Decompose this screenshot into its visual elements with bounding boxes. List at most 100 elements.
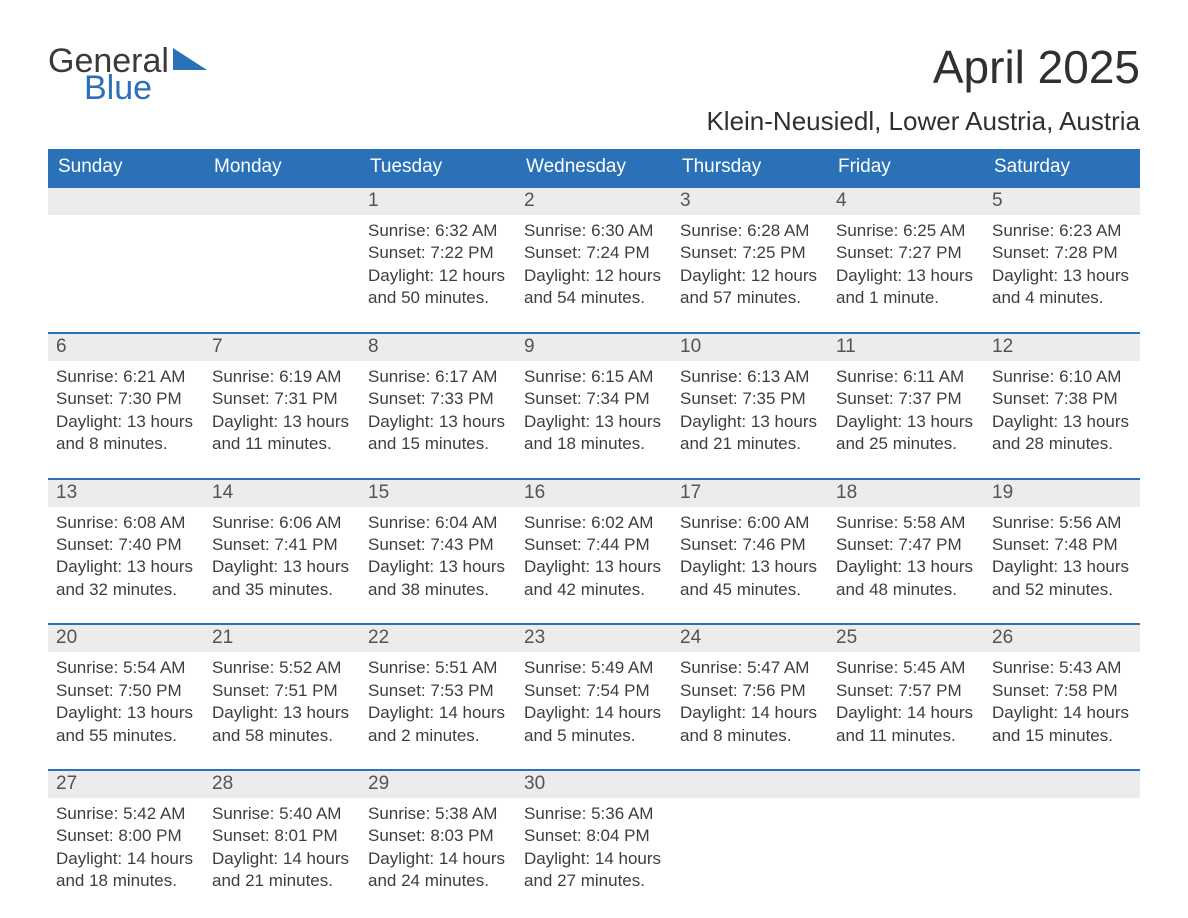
- sunrise-line: Sunrise: 6:17 AM: [368, 366, 508, 388]
- day-cell: Sunrise: 6:11 AMSunset: 7:37 PMDaylight:…: [828, 361, 984, 478]
- sunrise-line: Sunrise: 5:38 AM: [368, 803, 508, 825]
- daylight-line: Daylight: 13 hours and 38 minutes.: [368, 556, 508, 601]
- day-number: 27: [48, 769, 204, 798]
- daylight-line: Daylight: 13 hours and 11 minutes.: [212, 411, 352, 456]
- day-number: 15: [360, 478, 516, 507]
- day-number: .: [48, 186, 204, 215]
- sunset-line: Sunset: 7:44 PM: [524, 534, 664, 556]
- week-bodies: Sunrise: 5:54 AMSunset: 7:50 PMDaylight:…: [48, 652, 1140, 769]
- day-cell: Sunrise: 5:38 AMSunset: 8:03 PMDaylight:…: [360, 798, 516, 901]
- sunset-line: Sunset: 7:30 PM: [56, 388, 196, 410]
- sunrise-line: Sunrise: 6:10 AM: [992, 366, 1132, 388]
- sunrise-line: Sunrise: 5:43 AM: [992, 657, 1132, 679]
- day-cell: Sunrise: 6:23 AMSunset: 7:28 PMDaylight:…: [984, 215, 1140, 332]
- day-of-week-header: SundayMondayTuesdayWednesdayThursdayFrid…: [48, 149, 1140, 186]
- sunrise-line: Sunrise: 6:02 AM: [524, 512, 664, 534]
- sunset-line: Sunset: 7:41 PM: [212, 534, 352, 556]
- sunrise-line: Sunrise: 5:49 AM: [524, 657, 664, 679]
- daylight-line: Daylight: 13 hours and 42 minutes.: [524, 556, 664, 601]
- day-number: 28: [204, 769, 360, 798]
- day-cell: Sunrise: 6:00 AMSunset: 7:46 PMDaylight:…: [672, 507, 828, 624]
- sunset-line: Sunset: 7:33 PM: [368, 388, 508, 410]
- day-number: 22: [360, 623, 516, 652]
- sunset-line: Sunset: 8:04 PM: [524, 825, 664, 847]
- day-cell: Sunrise: 5:49 AMSunset: 7:54 PMDaylight:…: [516, 652, 672, 769]
- dow-label: Tuesday: [360, 149, 516, 186]
- dow-label: Saturday: [984, 149, 1140, 186]
- sunset-line: Sunset: 7:35 PM: [680, 388, 820, 410]
- day-cell: Sunrise: 6:19 AMSunset: 7:31 PMDaylight:…: [204, 361, 360, 478]
- sunset-line: Sunset: 7:37 PM: [836, 388, 976, 410]
- sunset-line: Sunset: 7:51 PM: [212, 680, 352, 702]
- sunset-line: Sunset: 7:56 PM: [680, 680, 820, 702]
- day-number: 17: [672, 478, 828, 507]
- week-bodies: Sunrise: 6:21 AMSunset: 7:30 PMDaylight:…: [48, 361, 1140, 478]
- week-numbers: ..12345: [48, 186, 1140, 215]
- sunset-line: Sunset: 7:58 PM: [992, 680, 1132, 702]
- day-cell: Sunrise: 6:25 AMSunset: 7:27 PMDaylight:…: [828, 215, 984, 332]
- day-number: 26: [984, 623, 1140, 652]
- title-block: April 2025 Klein-Neusiedl, Lower Austria…: [706, 40, 1140, 147]
- week-bodies: Sunrise: 6:32 AMSunset: 7:22 PMDaylight:…: [48, 215, 1140, 332]
- daylight-line: Daylight: 13 hours and 28 minutes.: [992, 411, 1132, 456]
- day-cell: Sunrise: 6:15 AMSunset: 7:34 PMDaylight:…: [516, 361, 672, 478]
- daylight-line: Daylight: 13 hours and 58 minutes.: [212, 702, 352, 747]
- daylight-line: Daylight: 14 hours and 24 minutes.: [368, 848, 508, 893]
- day-number: .: [828, 769, 984, 798]
- day-number: 24: [672, 623, 828, 652]
- day-cell: [672, 798, 828, 901]
- day-cell: Sunrise: 5:47 AMSunset: 7:56 PMDaylight:…: [672, 652, 828, 769]
- day-number: .: [672, 769, 828, 798]
- day-number: 21: [204, 623, 360, 652]
- daylight-line: Daylight: 14 hours and 11 minutes.: [836, 702, 976, 747]
- week-numbers: 13141516171819: [48, 478, 1140, 507]
- day-number: 9: [516, 332, 672, 361]
- daylight-line: Daylight: 14 hours and 5 minutes.: [524, 702, 664, 747]
- sunrise-line: Sunrise: 6:13 AM: [680, 366, 820, 388]
- daylight-line: Daylight: 13 hours and 35 minutes.: [212, 556, 352, 601]
- sunrise-line: Sunrise: 6:21 AM: [56, 366, 196, 388]
- day-number: 1: [360, 186, 516, 215]
- sunrise-line: Sunrise: 5:56 AM: [992, 512, 1132, 534]
- day-cell: [828, 798, 984, 901]
- sunrise-line: Sunrise: 5:40 AM: [212, 803, 352, 825]
- daylight-line: Daylight: 12 hours and 54 minutes.: [524, 265, 664, 310]
- sunrise-line: Sunrise: 5:51 AM: [368, 657, 508, 679]
- day-number: 8: [360, 332, 516, 361]
- day-cell: Sunrise: 5:58 AMSunset: 7:47 PMDaylight:…: [828, 507, 984, 624]
- sunrise-line: Sunrise: 6:06 AM: [212, 512, 352, 534]
- sunset-line: Sunset: 7:28 PM: [992, 242, 1132, 264]
- day-cell: Sunrise: 5:54 AMSunset: 7:50 PMDaylight:…: [48, 652, 204, 769]
- day-cell: [48, 215, 204, 332]
- daylight-line: Daylight: 13 hours and 21 minutes.: [680, 411, 820, 456]
- daylight-line: Daylight: 12 hours and 57 minutes.: [680, 265, 820, 310]
- day-cell: Sunrise: 6:21 AMSunset: 7:30 PMDaylight:…: [48, 361, 204, 478]
- day-number: 23: [516, 623, 672, 652]
- daylight-line: Daylight: 14 hours and 15 minutes.: [992, 702, 1132, 747]
- sunset-line: Sunset: 7:40 PM: [56, 534, 196, 556]
- weeks-container: ..12345Sunrise: 6:32 AMSunset: 7:22 PMDa…: [48, 186, 1140, 901]
- day-number: .: [204, 186, 360, 215]
- day-cell: Sunrise: 6:17 AMSunset: 7:33 PMDaylight:…: [360, 361, 516, 478]
- sunset-line: Sunset: 7:27 PM: [836, 242, 976, 264]
- daylight-line: Daylight: 13 hours and 48 minutes.: [836, 556, 976, 601]
- day-cell: Sunrise: 5:36 AMSunset: 8:04 PMDaylight:…: [516, 798, 672, 901]
- sunrise-line: Sunrise: 6:30 AM: [524, 220, 664, 242]
- sunrise-line: Sunrise: 6:04 AM: [368, 512, 508, 534]
- dow-label: Friday: [828, 149, 984, 186]
- day-number: 29: [360, 769, 516, 798]
- day-number: 4: [828, 186, 984, 215]
- daylight-line: Daylight: 14 hours and 27 minutes.: [524, 848, 664, 893]
- day-cell: Sunrise: 5:40 AMSunset: 8:01 PMDaylight:…: [204, 798, 360, 901]
- sunrise-line: Sunrise: 6:15 AM: [524, 366, 664, 388]
- sunrise-line: Sunrise: 5:42 AM: [56, 803, 196, 825]
- day-number: 11: [828, 332, 984, 361]
- day-number: 7: [204, 332, 360, 361]
- daylight-line: Daylight: 13 hours and 8 minutes.: [56, 411, 196, 456]
- day-number: 20: [48, 623, 204, 652]
- week-bodies: Sunrise: 5:42 AMSunset: 8:00 PMDaylight:…: [48, 798, 1140, 901]
- sunrise-line: Sunrise: 6:23 AM: [992, 220, 1132, 242]
- day-cell: Sunrise: 6:04 AMSunset: 7:43 PMDaylight:…: [360, 507, 516, 624]
- sunset-line: Sunset: 7:25 PM: [680, 242, 820, 264]
- daylight-line: Daylight: 13 hours and 52 minutes.: [992, 556, 1132, 601]
